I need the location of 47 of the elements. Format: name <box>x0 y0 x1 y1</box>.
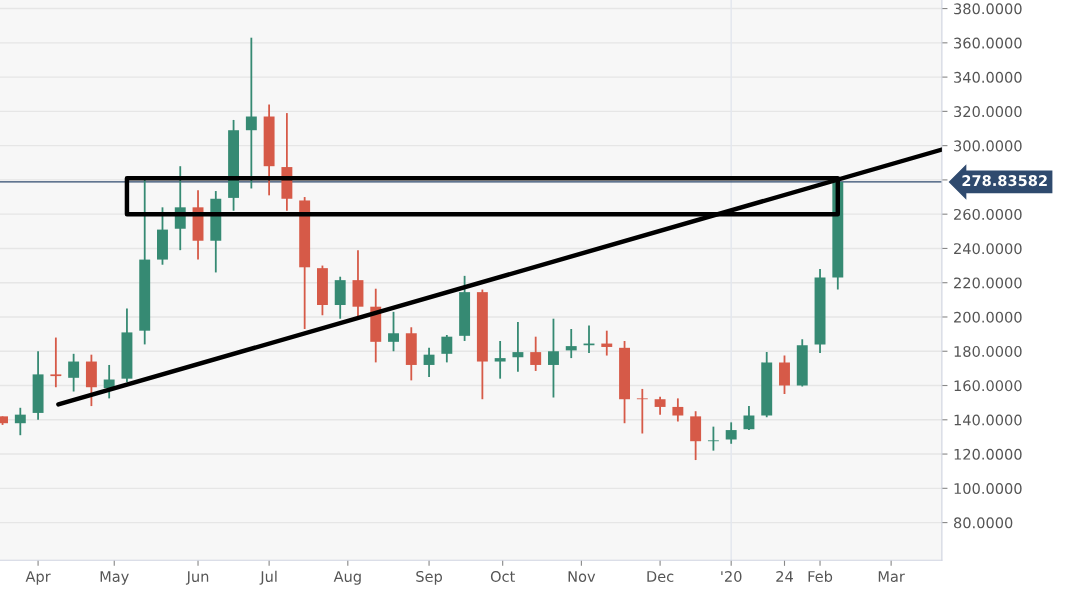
candlestick <box>50 336 62 389</box>
y-tick-label: 180.0000 <box>954 345 1022 357</box>
x-tick-label: '20 <box>721 570 742 582</box>
x-tick-label: Dec <box>647 571 674 582</box>
candlestick <box>441 334 453 364</box>
candlestick <box>636 388 648 435</box>
candlestick <box>725 421 737 445</box>
x-tick-label: May <box>100 571 129 585</box>
candlestick <box>672 397 684 423</box>
x-tick-label: Nov <box>568 571 596 582</box>
y-tick-label: 320.0000 <box>954 106 1022 118</box>
candlestick <box>512 321 524 373</box>
x-tick-label: Feb <box>808 570 833 582</box>
y-tick-label: 140.0000 <box>954 414 1022 426</box>
candlestick <box>707 425 719 452</box>
x-tick-label: Oct <box>490 570 515 582</box>
y-tick-label: 380.0000 <box>954 3 1022 15</box>
x-tick-label: Jul <box>259 570 277 585</box>
x-tick-label: 24 <box>776 570 793 582</box>
y-tick-label: 360.0000 <box>954 37 1022 49</box>
candlestick <box>548 317 559 399</box>
ref-line-label: 278.83582 <box>962 175 1047 187</box>
candlestick <box>743 405 755 431</box>
candlestick <box>565 328 577 360</box>
candlestick <box>68 352 80 393</box>
candlestick <box>245 36 257 190</box>
y-tick-label: 200.0000 <box>954 311 1022 323</box>
y-tick-label: 220.0000 <box>954 277 1022 289</box>
candlestick <box>388 310 399 353</box>
candlestick <box>423 346 435 378</box>
x-tick-label: Sep <box>416 570 442 585</box>
y-tick-label: 80.0000 <box>954 517 1013 529</box>
x-tick-label: Jun <box>185 571 209 585</box>
y-tick-label: 240.0000 <box>954 243 1022 255</box>
x-tick-label: Aug <box>333 571 361 585</box>
x-tick-label: Apr <box>25 571 51 585</box>
candlestick <box>779 354 790 395</box>
y-tick-label: 340.0000 <box>954 71 1022 83</box>
y-tick-label: 100.0000 <box>954 483 1022 495</box>
candlestick <box>494 340 506 380</box>
y-tick-label: 120.0000 <box>954 448 1022 460</box>
candlestick <box>530 335 542 372</box>
y-tick-label: 260.0000 <box>954 208 1022 220</box>
y-tick-label: 300.0000 <box>954 140 1022 152</box>
x-tick-label: Mar <box>878 571 905 582</box>
candlestick <box>14 406 26 437</box>
y-tick-label: 160.0000 <box>954 380 1022 392</box>
